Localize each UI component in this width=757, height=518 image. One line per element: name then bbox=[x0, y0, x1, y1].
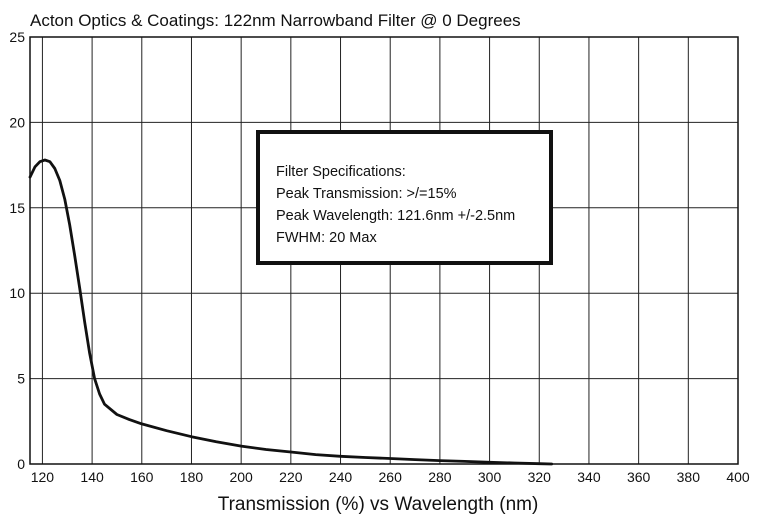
x-tick-label: 120 bbox=[31, 469, 55, 485]
spec-box-frame bbox=[256, 130, 553, 265]
y-tick-label: 25 bbox=[9, 29, 25, 45]
spec-line-3: Peak Wavelength: 121.6nm +/-2.5nm bbox=[276, 208, 515, 224]
y-axis: 0 5 10 15 20 25 bbox=[9, 29, 25, 472]
x-tick-label: 160 bbox=[130, 469, 154, 485]
x-axis-label: Transmission (%) vs Wavelength (nm) bbox=[218, 494, 539, 515]
spec-line-1: Filter Specifications: bbox=[276, 164, 406, 180]
x-tick-label: 300 bbox=[478, 469, 502, 485]
y-tick-label: 15 bbox=[9, 200, 25, 216]
x-tick-label: 400 bbox=[726, 469, 750, 485]
chart-title: Acton Optics & Coatings: 122nm Narrowban… bbox=[30, 11, 521, 30]
x-axis: 120 140 160 180 200 220 240 260 280 300 320 340 360 3… bbox=[31, 469, 750, 485]
x-tick-label: 320 bbox=[528, 469, 552, 485]
x-tick-label: 180 bbox=[180, 469, 204, 485]
series-group bbox=[28, 158, 554, 466]
y-tick-label: 20 bbox=[9, 114, 25, 130]
spec-line-2: Peak Transmission: >/=15% bbox=[276, 186, 457, 202]
x-tick-label: 220 bbox=[279, 469, 303, 485]
x-tick-label: 280 bbox=[428, 469, 452, 485]
y-tick-label: 5 bbox=[17, 371, 25, 387]
x-tick-label: 200 bbox=[229, 469, 253, 485]
plot-frame bbox=[29, 36, 739, 465]
x-tick-label: 240 bbox=[329, 469, 353, 485]
spec-box: Filter Specifications: Peak Transmission… bbox=[256, 130, 553, 265]
x-tick-label: 260 bbox=[379, 469, 403, 485]
x-tick-label: 380 bbox=[677, 469, 701, 485]
grid bbox=[30, 36, 739, 465]
x-tick-label: 140 bbox=[80, 469, 104, 485]
y-tick-label: 0 bbox=[17, 456, 25, 472]
spec-line-4: FWHM: 20 Max bbox=[276, 230, 377, 246]
series-line bbox=[28, 158, 554, 466]
y-tick-label: 10 bbox=[9, 285, 25, 301]
x-tick-label: 340 bbox=[577, 469, 601, 485]
x-tick-label: 360 bbox=[627, 469, 651, 485]
